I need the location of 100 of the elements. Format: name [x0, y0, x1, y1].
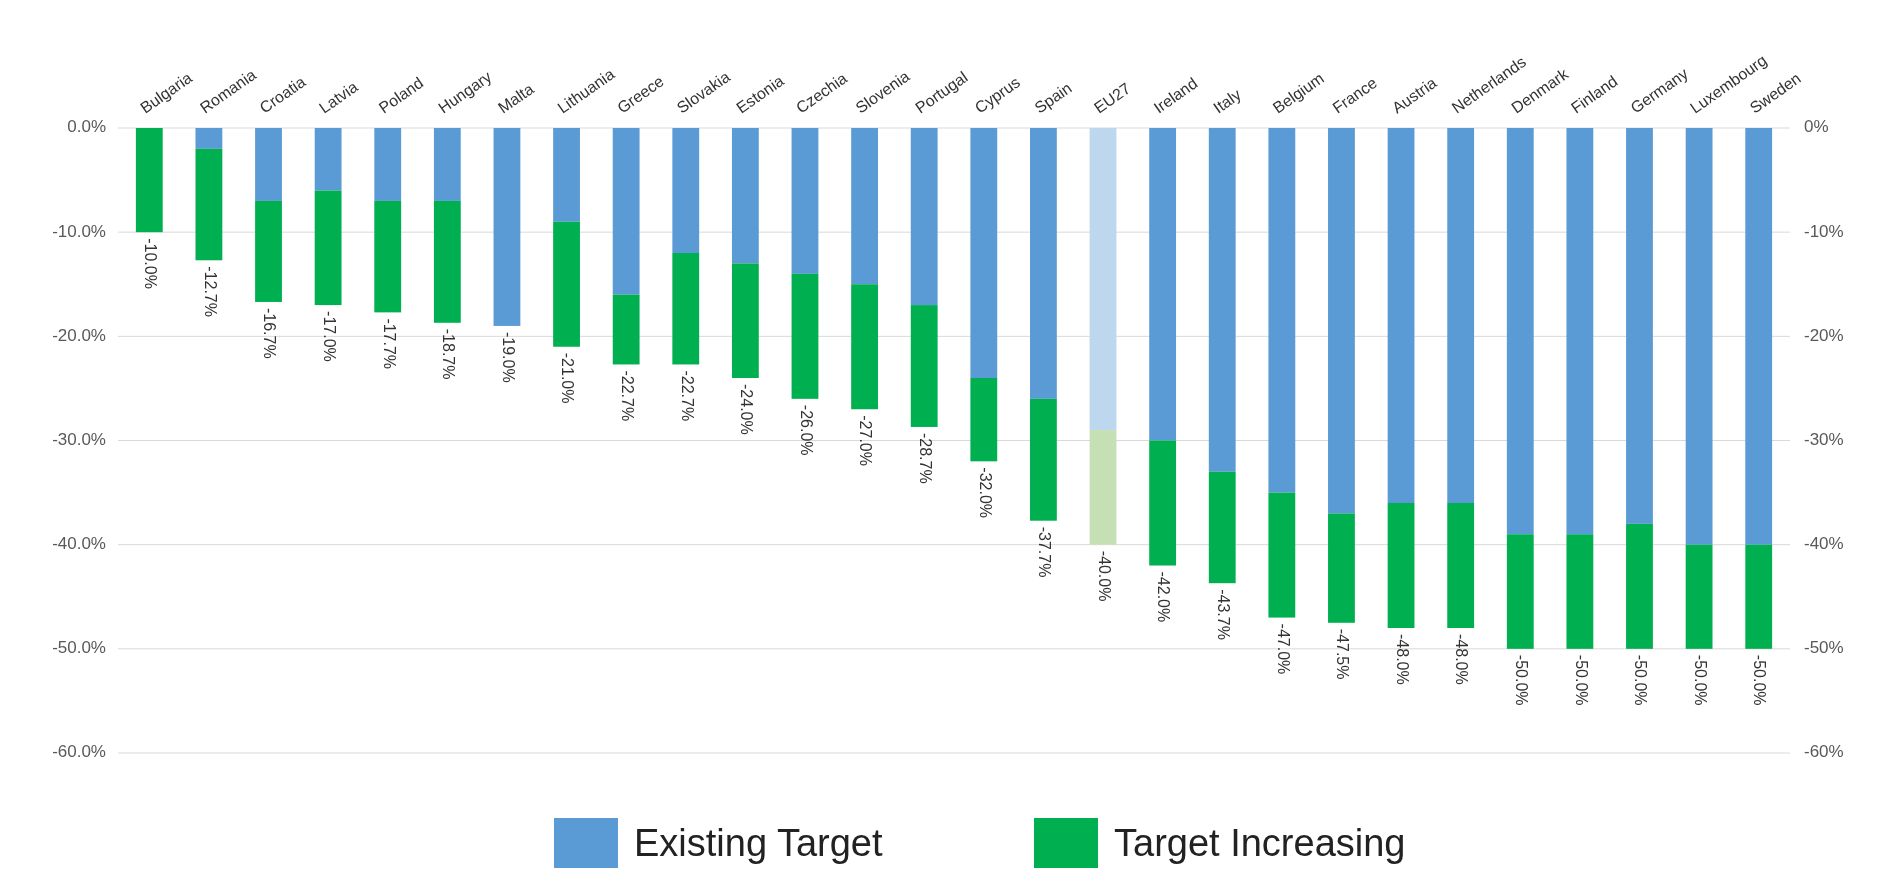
total-label: -17.0% [320, 311, 338, 362]
total-label: -27.0% [857, 415, 875, 466]
y-tick-label: -50.0% [52, 638, 106, 658]
bar [791, 128, 819, 274]
bar [910, 128, 938, 306]
bar [672, 253, 700, 365]
y-tick-label: -40.0% [52, 534, 106, 554]
bar [1626, 128, 1653, 524]
bar [1328, 128, 1355, 514]
bar [1089, 430, 1117, 545]
y-tick-label: -60.0% [52, 742, 106, 762]
total-label: -50.0% [1751, 654, 1769, 706]
total-label: -40.0% [1095, 550, 1113, 602]
total-label: -37.7% [1036, 526, 1054, 578]
bar [553, 221, 580, 347]
y2-tick-label: -50% [1804, 638, 1844, 658]
x-tick-label: Italy [1210, 85, 1244, 117]
total-label: -17.7% [380, 318, 398, 370]
bar [1685, 128, 1713, 545]
x-tick-label: Malta [494, 80, 537, 117]
y2-tick-label: 0% [1804, 117, 1829, 137]
bar [135, 128, 163, 233]
bar [493, 128, 521, 326]
total-label: -32.0% [976, 467, 994, 519]
total-label: -12.7% [201, 266, 219, 317]
bar [851, 128, 878, 285]
total-label: -10.0% [142, 238, 160, 289]
bar [612, 128, 640, 295]
total-label: -26.0% [797, 404, 815, 456]
bar [1447, 128, 1475, 503]
total-label: -24.0% [738, 384, 756, 435]
bar [195, 128, 223, 149]
total-label: -50.0% [1632, 654, 1650, 706]
bar [1506, 534, 1534, 649]
bar [1566, 534, 1594, 649]
y2-tick-label: -30% [1804, 429, 1844, 449]
total-label: -47.5% [1334, 628, 1352, 680]
total-label: -18.7% [440, 328, 458, 380]
bar [314, 128, 342, 191]
bar [374, 200, 402, 313]
total-label: -50.0% [1513, 654, 1531, 706]
total-label: -50.0% [1691, 654, 1709, 706]
y2-tick-label: -20% [1804, 325, 1844, 345]
total-label: -22.7% [678, 370, 696, 422]
bar [851, 284, 878, 410]
bar [1089, 128, 1117, 431]
bar [970, 378, 998, 462]
total-label: -43.7% [1215, 589, 1233, 640]
bar [255, 128, 282, 201]
bar [374, 128, 402, 201]
y-tick-label: -20.0% [52, 325, 106, 345]
total-label: -19.0% [499, 331, 517, 383]
bar [731, 128, 759, 264]
total-label: -48.0% [1453, 634, 1471, 685]
bar [1387, 503, 1415, 628]
bar [433, 200, 461, 323]
bar [1387, 128, 1415, 503]
bar [314, 190, 342, 306]
legend-label: Existing Target [634, 822, 883, 865]
bar [1566, 128, 1594, 535]
bar [195, 148, 223, 261]
legend-label: Target Increasing [1114, 822, 1406, 865]
bar [1328, 513, 1355, 623]
total-label: -48.0% [1393, 634, 1411, 685]
bar [1149, 440, 1177, 566]
bar [1268, 492, 1296, 618]
total-label: -21.0% [559, 352, 577, 404]
total-label: -42.0% [1155, 571, 1173, 623]
bar [1208, 471, 1236, 584]
bar [1447, 503, 1475, 628]
y2-tick-label: -40% [1804, 534, 1844, 554]
bar [672, 128, 700, 253]
total-label: -50.0% [1572, 654, 1590, 706]
bar [1268, 128, 1296, 493]
bar [255, 200, 282, 302]
total-label: -28.7% [916, 432, 934, 484]
bar [1030, 398, 1057, 521]
bar [1506, 128, 1534, 535]
bar [1745, 128, 1773, 545]
bar [553, 128, 580, 222]
y-tick-label: 0.0% [67, 117, 106, 137]
bar [1030, 128, 1057, 399]
y2-tick-label: -60% [1804, 742, 1844, 762]
bar [910, 305, 938, 427]
bar [1685, 544, 1713, 649]
bar [433, 128, 461, 201]
bar [612, 294, 640, 365]
bar [1745, 544, 1773, 649]
bar [1626, 523, 1653, 649]
bar [791, 273, 819, 399]
y-tick-label: -10.0% [52, 221, 106, 241]
total-label: -47.0% [1274, 623, 1292, 675]
y-tick-label: -30.0% [52, 429, 106, 449]
bar [1208, 128, 1236, 472]
bar [970, 128, 998, 378]
y2-tick-label: -10% [1804, 221, 1844, 241]
bar [731, 263, 759, 378]
total-label: -16.7% [261, 307, 279, 359]
bar [1149, 128, 1177, 441]
total-label: -22.7% [618, 370, 636, 422]
